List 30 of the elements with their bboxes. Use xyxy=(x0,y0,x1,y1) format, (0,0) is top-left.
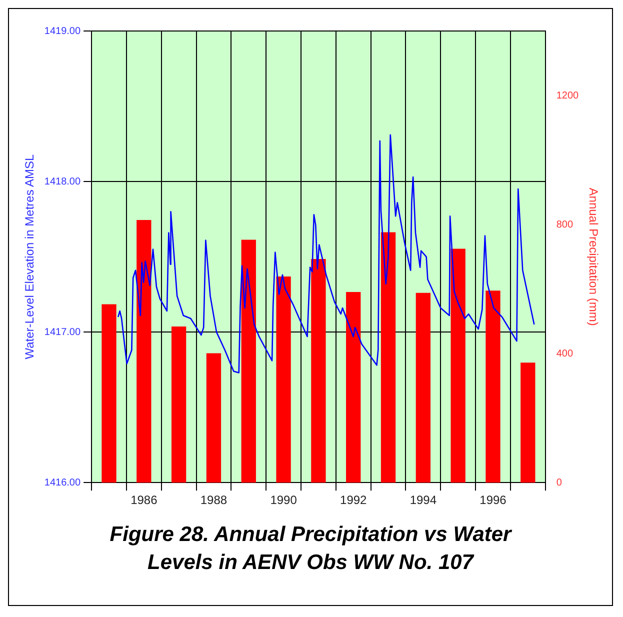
bar xyxy=(311,259,326,483)
bar xyxy=(171,326,186,483)
bar xyxy=(486,290,500,483)
y-tick-label: 1419.00 xyxy=(44,26,81,37)
y-axis-title: Water-Level Elevation in Metres AMSL xyxy=(22,154,37,360)
y-tick-label: 1418.00 xyxy=(44,176,81,188)
bar xyxy=(206,353,222,483)
x-tick-label: 1992 xyxy=(340,493,368,508)
bar xyxy=(241,240,256,483)
y2-tick-label: 400 xyxy=(556,348,574,360)
x-tick-label: 1994 xyxy=(410,493,437,508)
x-tick-label: 1986 xyxy=(130,493,158,508)
bar xyxy=(346,292,361,483)
bar xyxy=(416,292,431,483)
y2-tick-label: 1200 xyxy=(556,90,580,102)
bar xyxy=(380,232,396,483)
x-tick-label: 1996 xyxy=(480,493,507,508)
y2-tick-label: 800 xyxy=(556,219,574,230)
bar xyxy=(102,304,116,483)
bar xyxy=(136,220,152,483)
y-tick-label: 1416.00 xyxy=(44,477,81,488)
bar xyxy=(520,362,536,483)
bar xyxy=(276,276,291,483)
y2-axis-title: Annual Precipitation (mm) xyxy=(586,188,600,326)
bar xyxy=(450,248,466,483)
text: Figure 28. Annual Precipitation vs Water Levels in AENV Obs WW No. 107 xyxy=(108,522,513,576)
x-tick-label: 1990 xyxy=(270,493,298,508)
x-tick-label: 1988 xyxy=(200,493,228,508)
y2-tick-label: 0 xyxy=(556,477,562,488)
y-tick-label: 1417.00 xyxy=(44,326,81,338)
